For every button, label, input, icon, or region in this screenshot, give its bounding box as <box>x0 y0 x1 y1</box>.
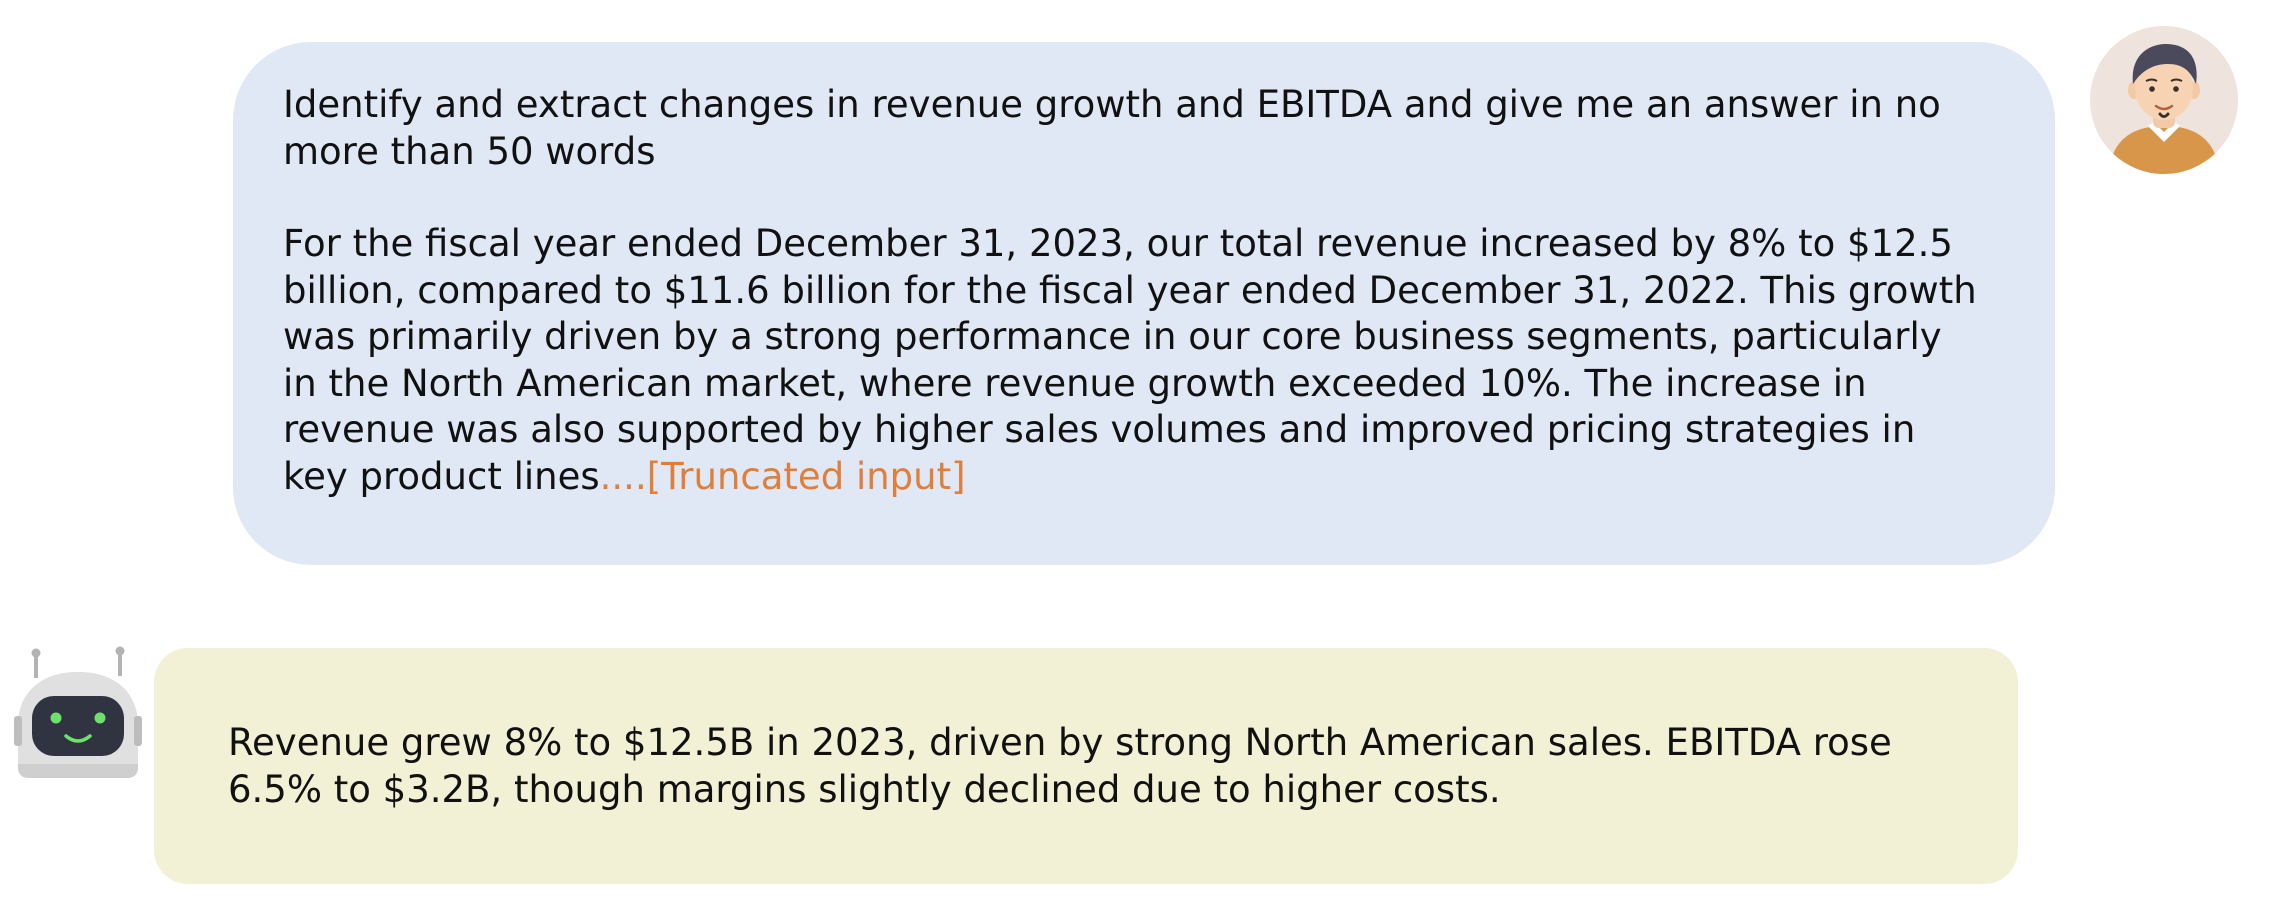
truncation-marker: ....[Truncated input] <box>599 454 966 498</box>
user-context-body: For the fiscal year ended December 31, 2… <box>283 222 1977 498</box>
user-avatar-icon <box>2090 26 2238 174</box>
robot-avatar-icon <box>14 646 142 782</box>
assistant-response-text: Revenue grew 8% to $12.5B in 2023, drive… <box>228 721 1892 811</box>
assistant-message-bubble: Revenue grew 8% to $12.5B in 2023, drive… <box>154 648 2018 884</box>
user-context-text: For the fiscal year ended December 31, 2… <box>283 221 1985 500</box>
user-instruction-text: Identify and extract changes in revenue … <box>283 83 1941 173</box>
user-message-bubble: Identify and extract changes in revenue … <box>233 42 2055 565</box>
